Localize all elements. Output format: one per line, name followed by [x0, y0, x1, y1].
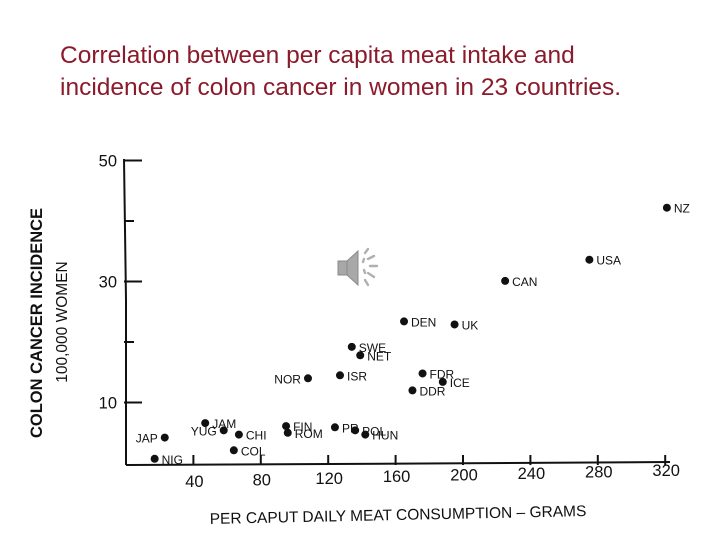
point-label: ROM — [295, 427, 323, 441]
data-point — [229, 446, 238, 455]
speaker-sound-icon[interactable] — [334, 244, 386, 292]
point-label: ICE — [450, 376, 470, 390]
x-tick-label: 40 — [185, 473, 203, 491]
x-axis-ticks: 40 80 120 160 200 240 280 320 — [185, 455, 680, 491]
point-label: FDR — [430, 367, 455, 381]
point-label: UK — [462, 318, 479, 332]
data-point — [408, 386, 417, 395]
slide-title-line-1: Correlation between per capita meat inta… — [60, 42, 575, 69]
y-tick-label: 10 — [99, 395, 117, 413]
x-tick-label: 80 — [253, 471, 271, 489]
data-point — [450, 320, 459, 329]
point-label: CHI — [246, 429, 267, 443]
point-label: CAN — [512, 275, 537, 289]
point-label: NET — [367, 349, 392, 363]
point-label: USA — [596, 254, 621, 268]
data-point — [347, 342, 356, 351]
point-label: JAM — [212, 417, 236, 431]
y-axis-title-line-1: COLON CANCER INCIDENCE — [28, 208, 46, 438]
data-point — [335, 371, 344, 380]
data-point — [361, 430, 370, 439]
slide-title: Correlation between per capita meat inta… — [60, 40, 710, 104]
point-label: NOR — [274, 372, 301, 386]
point-label: ISR — [347, 369, 367, 383]
x-tick-label: 160 — [383, 468, 411, 486]
point-label: FIN — [293, 420, 312, 434]
point-label: HUN — [372, 429, 398, 443]
point-label: JAP — [136, 432, 158, 446]
y-axis-title-line-2: 100,000 WOMEN — [54, 261, 71, 382]
data-point — [330, 423, 339, 432]
data-point — [356, 351, 365, 360]
data-point — [160, 433, 169, 442]
data-point — [501, 276, 510, 285]
data-point — [418, 369, 427, 378]
point-label: NZ — [674, 202, 690, 216]
y-tick-label: 30 — [99, 274, 117, 292]
data-point — [234, 430, 243, 439]
slide-title-line-2: incidence of colon cancer in women in 23… — [60, 74, 622, 101]
y-axis-line — [123, 158, 127, 465]
point-label: DEN — [411, 315, 436, 329]
data-point — [282, 422, 291, 431]
data-point — [438, 377, 447, 386]
y-axis-ticks: 10 30 50 — [99, 153, 142, 413]
data-point — [400, 317, 409, 326]
chart-axes — [123, 158, 671, 466]
data-point — [219, 426, 228, 435]
data-point — [351, 426, 360, 435]
data-point — [585, 255, 594, 264]
point-label: NIG — [162, 453, 183, 467]
point-label: DDR — [419, 384, 445, 398]
point-label: YUG — [191, 424, 217, 438]
y-tick-label: 50 — [99, 153, 117, 171]
data-point — [303, 374, 312, 383]
x-tick-label: 240 — [518, 465, 546, 483]
x-tick-label: 120 — [315, 470, 343, 488]
point-label: COL — [241, 444, 266, 458]
point-label: SWE — [359, 341, 386, 355]
data-point — [662, 203, 671, 212]
x-axis-title: PER CAPUT DAILY MEAT CONSUMPTION – GRAMS — [210, 503, 587, 528]
x-tick-label: 280 — [585, 463, 613, 481]
data-point — [150, 454, 159, 463]
x-tick-label: 200 — [450, 467, 478, 485]
data-point — [201, 419, 210, 428]
x-tick-label: 320 — [652, 462, 680, 480]
data-point — [283, 428, 292, 437]
